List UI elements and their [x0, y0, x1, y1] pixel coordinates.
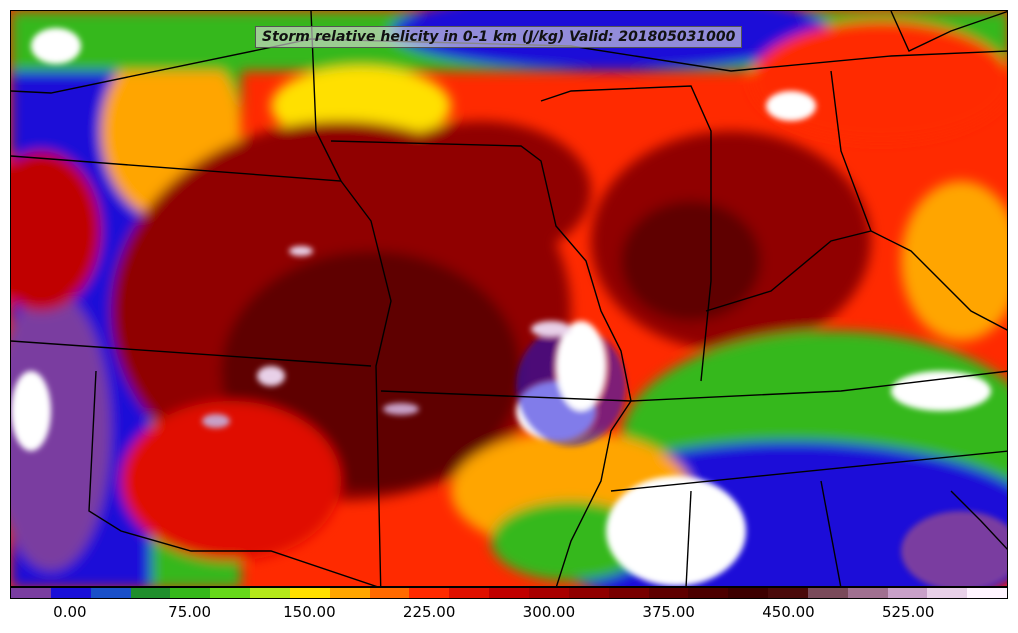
colorbar-tick-label: 450.00 — [762, 603, 815, 621]
field-west-red — [11, 151, 101, 311]
colorbar-tick-label: 375.00 — [642, 603, 695, 621]
colorbar-segment — [807, 588, 848, 598]
field-east-orange — [901, 181, 1007, 341]
field-pink-5 — [202, 414, 230, 428]
field-central-north — [371, 121, 591, 261]
colorbar-segment — [170, 588, 211, 598]
colorbar-segment — [608, 588, 649, 598]
boundary-line — [820, 480, 842, 586]
colorbar-segment — [11, 588, 51, 598]
colorbar-tick-label: 150.00 — [283, 603, 336, 621]
boundary-line — [540, 85, 712, 382]
colorbar-segment — [130, 588, 171, 598]
colorbar-tick-label: 75.00 — [168, 603, 212, 621]
colorbar-segment — [688, 588, 729, 598]
boundary-line — [330, 140, 632, 586]
field-pink-2 — [531, 321, 571, 337]
boundary-line — [685, 490, 692, 586]
field-white-e — [891, 371, 991, 411]
field-pink-1 — [257, 366, 285, 386]
colorbar-segment — [449, 588, 490, 598]
field-purple-se — [901, 511, 1007, 586]
colorbar-segment — [768, 588, 808, 598]
field-pink-4 — [289, 246, 313, 256]
colorbar — [10, 587, 1008, 599]
boundary-line — [11, 340, 372, 367]
field-white-ne — [766, 91, 816, 121]
colorbar-segment — [887, 588, 928, 598]
colorbar-tick-label: 225.00 — [402, 603, 456, 621]
field-ne-red — [751, 21, 1007, 141]
colorbar-segment — [728, 588, 769, 598]
helicity-map — [11, 11, 1007, 586]
colorbar-segment — [409, 588, 450, 598]
boundary-line — [950, 490, 1007, 550]
field-pink-3 — [383, 403, 419, 415]
colorbar-segment — [967, 588, 1008, 598]
boundary-line — [890, 11, 1007, 52]
field-white-se — [606, 476, 746, 586]
colorbar-segment — [90, 588, 131, 598]
colorbar-tick-label: 525.00 — [881, 603, 935, 621]
map-panel: Storm relative helicity in 0-1 km (J/kg)… — [10, 10, 1008, 587]
field-west-purple — [11, 291, 111, 571]
boundary-line — [88, 370, 378, 586]
colorbar-segment — [648, 588, 689, 598]
boundary-line — [830, 70, 872, 232]
boundary-line — [380, 370, 1007, 402]
colorbar-tick-label: 300.00 — [522, 603, 576, 621]
colorbar-segment — [528, 588, 569, 598]
boundary-line — [610, 450, 1007, 492]
colorbar-ticks: 0.00 75.00 150.00 225.00 300.00 375.00 450.00 5… — [10, 599, 1008, 629]
colorbar-segment — [568, 588, 609, 598]
colorbar-segment — [847, 588, 888, 598]
map-title: Storm relative helicity in 0-1 km (J/kg)… — [255, 26, 743, 48]
field-white-mid2 — [556, 321, 606, 411]
colorbar-segment — [250, 588, 290, 598]
colorbar-segment — [329, 588, 370, 598]
colorbar-segment — [210, 588, 251, 598]
colorbar-tick-label: 0.00 — [53, 603, 87, 621]
colorbar-segment — [369, 588, 410, 598]
boundary-line — [310, 11, 342, 182]
colorbar-segment — [927, 588, 968, 598]
field-sw-red — [121, 401, 341, 561]
colorbar-segment — [50, 588, 91, 598]
field-white-nw — [31, 28, 81, 64]
colorbar-segment — [289, 588, 330, 598]
field-east-core — [621, 201, 761, 321]
field-white-w — [11, 371, 51, 451]
colorbar-segment — [489, 588, 529, 598]
